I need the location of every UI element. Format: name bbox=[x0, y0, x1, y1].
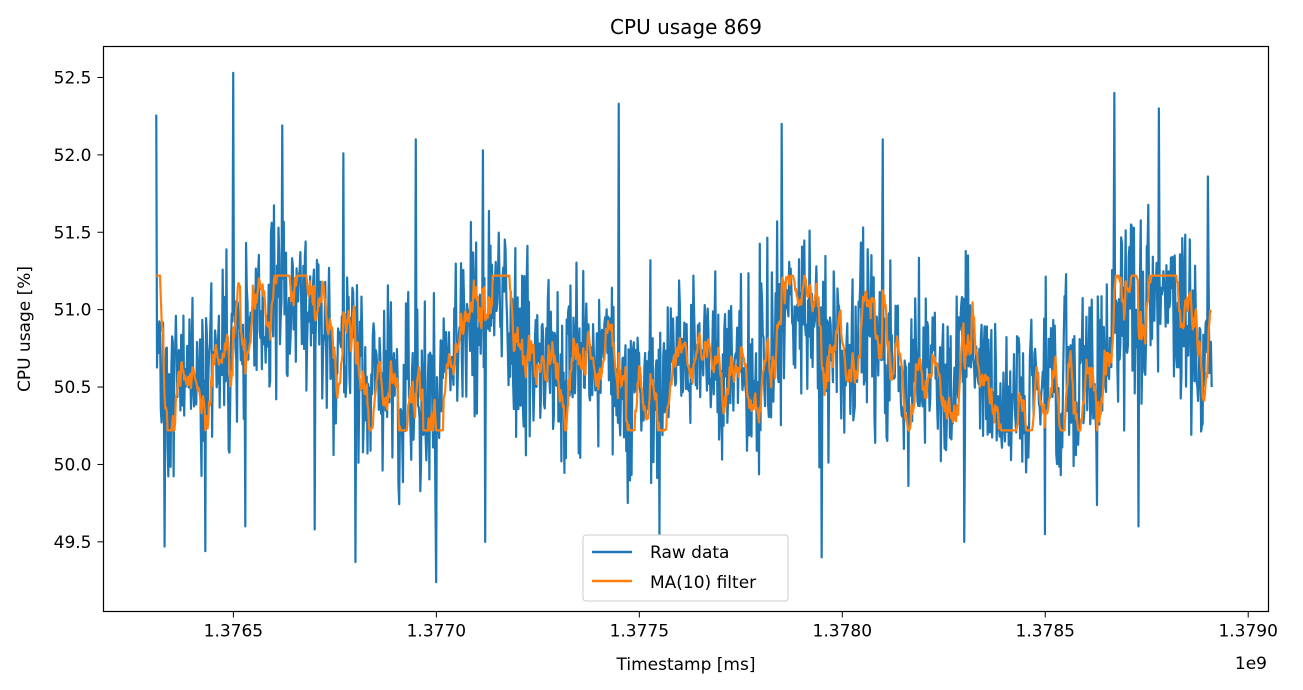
x-tick-label: 1.3765 bbox=[204, 622, 263, 642]
x-axis-label: Timestamp [ms] bbox=[616, 655, 756, 675]
y-tick-label: 52.0 bbox=[54, 146, 92, 166]
x-tick-label: 1.3775 bbox=[610, 622, 669, 642]
x-tick-label: 1.3790 bbox=[1218, 622, 1277, 642]
y-tick-label: 49.5 bbox=[54, 533, 92, 553]
y-tick-label: 51.5 bbox=[54, 223, 92, 243]
y-axis: 49.5 50.0 50.5 51.0 51.5 52.0 52.5 bbox=[54, 68, 104, 553]
legend-label-raw-data: Raw data bbox=[650, 543, 729, 563]
legend: Raw data MA(10) filter bbox=[582, 534, 789, 602]
x-tick-label: 1.3785 bbox=[1016, 622, 1075, 642]
series-line-raw-data bbox=[155, 71, 1213, 584]
y-tick-label: 51.0 bbox=[54, 301, 92, 321]
y-tick-label: 50.0 bbox=[54, 455, 92, 475]
legend-box bbox=[582, 534, 789, 602]
x-tick-label: 1.3770 bbox=[407, 622, 466, 642]
plot-area bbox=[155, 71, 1213, 584]
x-axis: 1.3765 1.3770 1.3775 1.3780 1.3785 1.3790 bbox=[204, 611, 1278, 642]
legend-label-ma-filter: MA(10) filter bbox=[650, 573, 756, 593]
y-tick-label: 50.5 bbox=[54, 378, 92, 398]
plot-frame bbox=[102, 45, 1270, 613]
y-tick-label: 52.5 bbox=[54, 68, 92, 88]
x-tick-label: 1.3780 bbox=[813, 622, 872, 642]
chart-title: CPU usage 869 bbox=[610, 15, 762, 39]
series-line-ma-filter bbox=[155, 274, 1213, 432]
x-offset-label: 1e9 bbox=[1235, 654, 1267, 674]
y-axis-label: CPU usage [%] bbox=[15, 266, 35, 392]
